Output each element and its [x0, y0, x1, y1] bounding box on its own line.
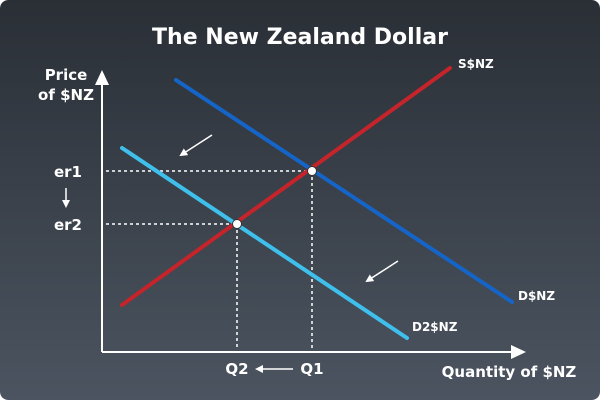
- arrow-down-left-icon: [179, 134, 213, 157]
- x-axis-label: Quantity of $NZ: [442, 363, 577, 381]
- price-level-er2: er2: [54, 216, 82, 234]
- quantity-level-q2: Q2: [225, 360, 248, 378]
- supply-curve-label: S$NZ: [458, 57, 494, 71]
- demand-shifted-curve: [120, 146, 409, 340]
- y-axis-label-line2: of $NZ: [38, 86, 94, 104]
- demand-curve: [174, 78, 514, 304]
- diagram-title: The New Zealand Dollar: [152, 25, 448, 50]
- x-axis-arrowhead-icon: [511, 345, 526, 359]
- demand-shifted-curve-label: D2$NZ: [412, 320, 458, 334]
- axes: [95, 70, 526, 359]
- y-axis-label-line1: Price: [45, 66, 88, 84]
- quantity-level-q1: Q1: [300, 360, 323, 378]
- guide-lines: [106, 170, 313, 350]
- supply-curve: [120, 66, 452, 307]
- arrow-down-left-icon: [365, 260, 399, 283]
- demand-curve-label: D$NZ: [518, 289, 555, 303]
- equilibrium-point-2: [232, 219, 242, 229]
- price-level-er1: er1: [54, 163, 82, 181]
- equilibrium-point-1: [307, 166, 317, 176]
- y-axis-arrowhead-icon: [95, 70, 109, 85]
